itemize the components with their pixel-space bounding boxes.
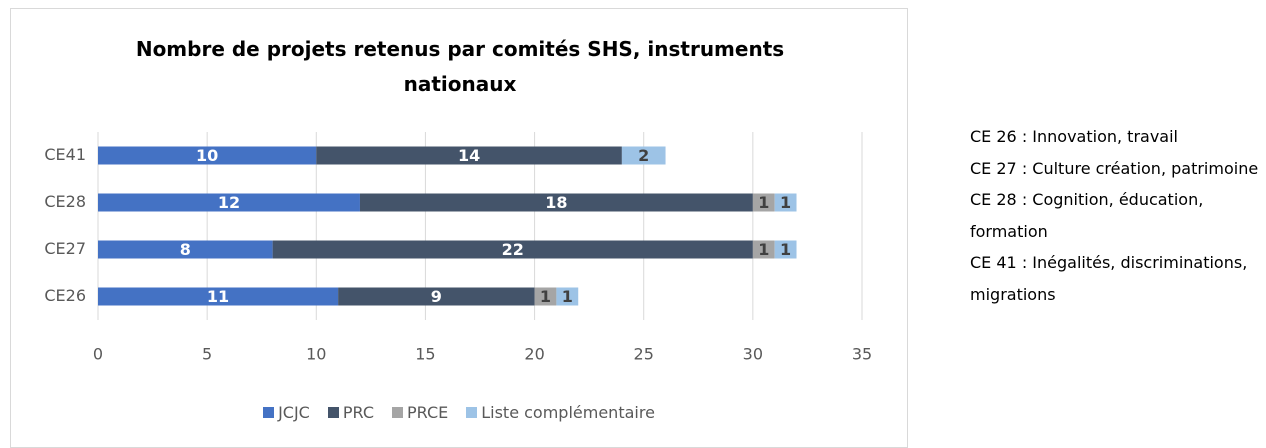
legend-label: Liste complémentaire <box>481 403 655 422</box>
data-label: 2 <box>638 146 649 165</box>
note: CE 27 : Culture création, patrimoine <box>970 158 1259 178</box>
data-label: 10 <box>196 146 218 165</box>
bar-segment <box>316 146 622 165</box>
data-label: 12 <box>218 193 240 212</box>
x-tick-label: 20 <box>524 345 544 364</box>
page: Nombre de projets retenus par comités SH… <box>10 8 1262 448</box>
y-tick-label: CE27 <box>44 239 86 258</box>
legend-label: PRCE <box>406 403 449 422</box>
bar-segment <box>534 287 557 306</box>
note: CE 28 : Cognition, éducation, formation <box>970 190 1204 241</box>
data-label: 1 <box>780 193 791 212</box>
x-tick-label: 0 <box>93 345 103 364</box>
legend-item: PRCE <box>391 403 449 422</box>
legend: JCJC PRC PRCE Liste complémentaire <box>10 403 908 422</box>
bar-segment <box>774 193 797 212</box>
data-label: 8 <box>180 240 191 259</box>
bar-segment <box>98 287 339 306</box>
bar-segment <box>752 193 775 212</box>
y-tick-label: CE41 <box>44 145 86 164</box>
legend-swatch <box>263 407 275 418</box>
legend-label: PRC <box>342 403 374 422</box>
legend-swatch <box>466 407 478 418</box>
legend-swatch <box>327 407 339 418</box>
bar-segment <box>98 193 360 212</box>
bar-segment <box>98 240 273 259</box>
bar-segment <box>98 146 317 165</box>
x-tick-label: 15 <box>415 345 435 364</box>
data-label: 9 <box>431 287 442 306</box>
bar-segment <box>272 240 753 259</box>
legend-item: Liste complémentaire <box>466 403 655 422</box>
y-tick-label: CE28 <box>44 192 86 211</box>
data-label: 22 <box>502 240 524 259</box>
bar-segment <box>556 287 579 306</box>
chart-title: Nombre de projets retenus par comités SH… <box>135 37 785 96</box>
note: CE 26 : Innovation, travail <box>970 127 1178 146</box>
data-label: 1 <box>562 287 573 306</box>
y-tick-label: CE26 <box>44 286 86 305</box>
bar-segment <box>774 240 797 259</box>
legend-label: JCJC <box>278 403 310 422</box>
x-tick-label: 10 <box>306 345 326 364</box>
data-label: 1 <box>758 193 769 212</box>
note: CE 41 : Inégalités, discriminations, mig… <box>970 253 1248 304</box>
bar-segment <box>752 240 775 259</box>
x-tick-label: 25 <box>634 345 654 364</box>
bar-segment <box>621 146 666 165</box>
data-label: 18 <box>545 193 567 212</box>
data-label: 14 <box>458 146 480 165</box>
legend-swatch <box>391 407 403 418</box>
x-tick-label: 30 <box>743 345 763 364</box>
data-label: 1 <box>758 240 769 259</box>
data-label: 11 <box>207 287 229 306</box>
legend-item: JCJC <box>263 403 310 422</box>
legend-item: PRC <box>327 403 374 422</box>
data-label: 1 <box>540 287 551 306</box>
x-tick-label: 35 <box>852 345 872 364</box>
data-label: 1 <box>780 240 791 259</box>
bar-segment <box>338 287 535 306</box>
x-tick-label: 5 <box>202 345 212 364</box>
bar-segment <box>359 193 753 212</box>
notes: CE 26 : Innovation, travail CE 27 : Cultu… <box>970 121 1262 310</box>
